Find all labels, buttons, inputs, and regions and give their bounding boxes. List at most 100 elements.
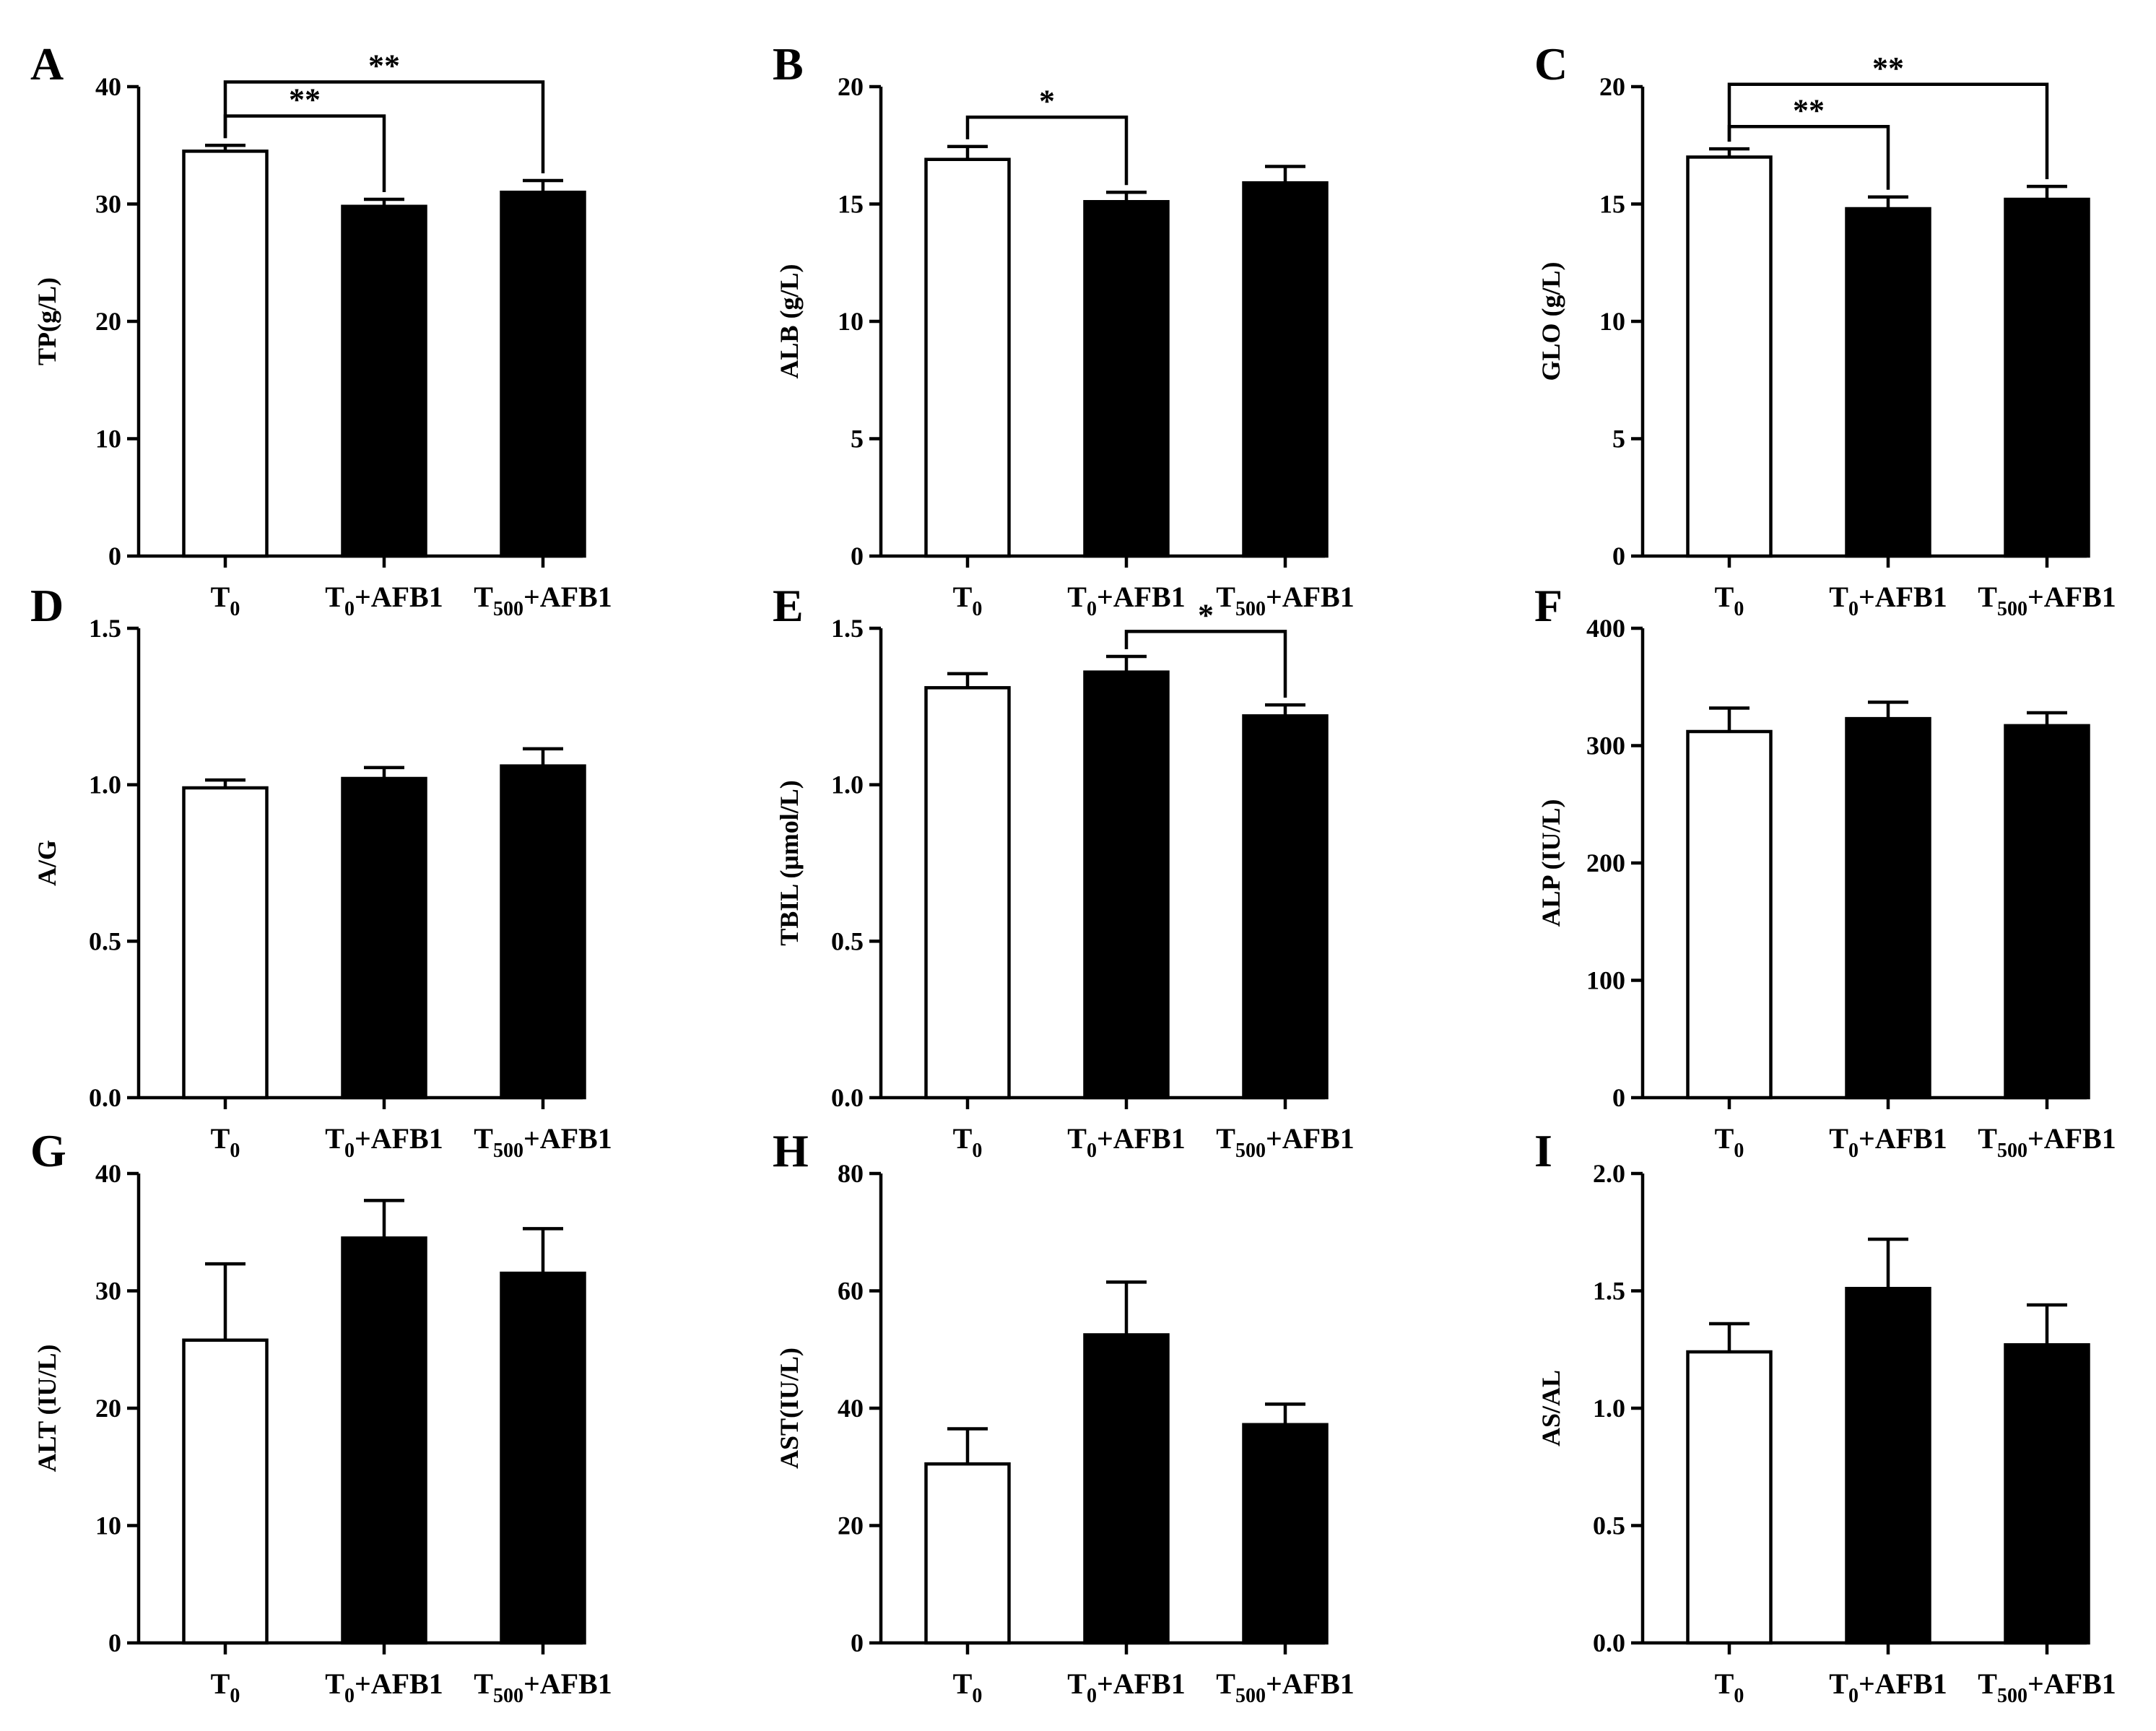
x-tick-label-rest: +AFB1 (1097, 581, 1186, 613)
x-tick-label-sub: 0 (1087, 1685, 1097, 1707)
y-tick-label: 40 (95, 1159, 121, 1188)
y-axis-label: A/G (32, 840, 61, 886)
x-tick-label: T0+AFB1 (1829, 1667, 1947, 1707)
x-tick-label-main: T (211, 581, 230, 613)
x-tick-label: T0+AFB1 (1829, 1122, 1947, 1162)
x-tick-label: T0+AFB1 (325, 581, 443, 620)
x-tick-label-sub: 500 (493, 1140, 523, 1162)
x-tick-label: T500+AFB1 (1978, 1122, 2116, 1162)
x-tick-label: T0 (953, 1122, 983, 1162)
y-tick-label: 0.0 (1593, 1628, 1625, 1657)
bar (1083, 200, 1170, 558)
bar (500, 764, 586, 1100)
x-tick-label-sub: 0 (972, 1685, 982, 1707)
x-tick-label-main: T (1978, 1667, 1997, 1700)
y-tick-label: 0 (108, 542, 121, 571)
x-tick-label-main: T (474, 581, 493, 613)
x-tick-label-main: T (325, 1667, 344, 1700)
x-tick-label-main: T (1715, 1122, 1734, 1155)
x-tick-label-main: T (1829, 1667, 1848, 1700)
bar (1845, 716, 1931, 1100)
x-tick-label: T0 (1715, 1122, 1744, 1162)
x-tick-label: T0+AFB1 (325, 1667, 443, 1707)
y-tick-label: 400 (1586, 614, 1625, 643)
y-tick-label: 30 (95, 1277, 121, 1306)
x-tick-label-main: T (953, 1122, 973, 1155)
significance-bracket (1727, 82, 2049, 180)
x-tick-label-main: T (474, 1122, 493, 1155)
bar (1686, 1350, 1773, 1645)
bar (924, 686, 1011, 1100)
x-tick-label-rest: +AFB1 (1859, 1667, 1947, 1700)
x-tick-label-rest: +AFB1 (1266, 1122, 1355, 1155)
x-tick-label: T500+AFB1 (1978, 1667, 2116, 1707)
significance-label: ** (1872, 51, 1904, 86)
y-tick-label: 20 (95, 307, 121, 336)
bar (924, 1462, 1011, 1645)
x-tick-label-main: T (325, 1122, 344, 1155)
x-tick-label-sub: 0 (1734, 1685, 1744, 1707)
bar (924, 157, 1011, 558)
x-tick-label-rest: +AFB1 (355, 1667, 443, 1700)
x-tick-label-rest: +AFB1 (523, 1122, 612, 1155)
bar (1242, 1423, 1329, 1645)
x-tick-label-rest: +AFB1 (1097, 1667, 1186, 1700)
x-tick-label-sub: 0 (1087, 598, 1097, 620)
x-tick-label-rest: +AFB1 (523, 581, 612, 613)
y-axis-label: ALP (IU/L) (1536, 799, 1565, 927)
y-tick-label: 60 (838, 1277, 864, 1306)
y-tick-label: 2.0 (1593, 1159, 1625, 1188)
y-tick-label: 80 (838, 1159, 864, 1188)
y-tick-label: 20 (95, 1394, 121, 1423)
x-tick-label-main: T (1715, 1667, 1734, 1700)
bar (182, 1338, 269, 1645)
x-tick-label-main: T (953, 581, 973, 613)
x-tick-label-sub: 0 (230, 598, 240, 620)
x-tick-label-main: T (953, 1667, 973, 1700)
y-tick-label: 0 (108, 1628, 121, 1657)
bar (1686, 155, 1773, 558)
x-tick-label-sub: 500 (493, 598, 523, 620)
bar (1686, 729, 1773, 1100)
y-tick-label: 10 (95, 1511, 121, 1540)
y-axis-label: TBIL (μmol/L) (775, 780, 804, 945)
bar (182, 786, 269, 1100)
x-tick-label-main: T (1216, 1122, 1235, 1155)
y-tick-label: 40 (95, 72, 121, 101)
x-tick-label: T0 (953, 581, 983, 620)
x-tick-label-sub: 0 (1848, 1140, 1859, 1162)
significance-label: * (1039, 83, 1055, 118)
significance-label: ** (368, 48, 400, 84)
x-tick-label-main: T (1829, 1122, 1848, 1155)
x-tick-label: T0 (211, 581, 240, 620)
x-tick-label-main: T (1978, 581, 1997, 613)
panel-letter: E (773, 580, 804, 631)
x-tick-label-sub: 500 (1235, 1685, 1266, 1707)
bar (500, 191, 586, 558)
y-tick-label: 30 (95, 190, 121, 219)
bar (1845, 207, 1931, 558)
y-tick-label: 0 (851, 1628, 864, 1657)
x-tick-label-sub: 0 (344, 1140, 355, 1162)
y-axis-label: TP(g/L) (32, 277, 61, 365)
y-tick-label: 15 (838, 190, 864, 219)
y-tick-label: 200 (1586, 849, 1625, 877)
y-tick-label: 0.5 (89, 927, 121, 955)
y-tick-label: 0 (1612, 542, 1625, 571)
bar (500, 1271, 586, 1645)
y-tick-label: 5 (1612, 425, 1625, 454)
x-tick-label-main: T (211, 1667, 230, 1700)
panel-letter: G (30, 1125, 66, 1176)
x-tick-label: T500+AFB1 (474, 1667, 612, 1707)
bar (2004, 197, 2090, 558)
bar (1083, 1333, 1170, 1645)
y-tick-label: 20 (838, 1511, 864, 1540)
panel-letter: A (30, 38, 64, 90)
bar (182, 149, 269, 558)
